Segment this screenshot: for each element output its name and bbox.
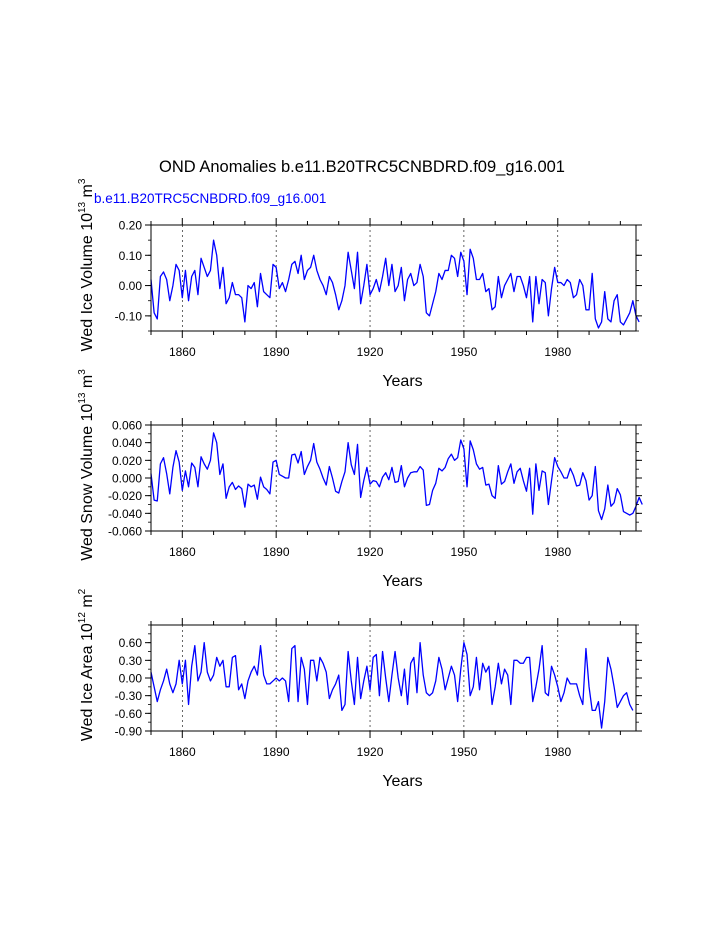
x-tick-label-1860: 1860 [169, 745, 196, 759]
x-axis-label: Years [382, 573, 422, 590]
y-tick-label: 0.20 [119, 219, 143, 233]
x-tick-label-1920: 1920 [357, 745, 384, 759]
y-label-exponent: 12 [77, 612, 88, 624]
y-tick-label: 0.020 [112, 454, 142, 468]
y-tick-label: -0.30 [115, 689, 143, 703]
x-tick-label-1950: 1950 [451, 745, 478, 759]
y-tick-label: 0.00 [119, 279, 143, 293]
y-tick-label: -0.60 [115, 707, 143, 721]
y-tick-label: -0.90 [115, 725, 143, 739]
y-label-unit-exponent: 2 [77, 588, 88, 594]
y-tick-label: 0.60 [119, 636, 143, 650]
y-axis-label: Wed Ice Area 1012 m2 [77, 588, 96, 741]
y-label-exponent: 13 [77, 392, 88, 404]
y-axis-label: Wed Snow Volume 1013 m3 [77, 369, 96, 561]
y-tick-label: -0.10 [115, 309, 143, 323]
plot-frame [150, 624, 637, 732]
y-tick-label: 0.000 [112, 472, 142, 486]
series-line-ice-volume [150, 239, 640, 329]
y-label-unit: m [79, 594, 96, 612]
y-label-base: Wed Ice Volume 10 [79, 213, 96, 352]
panel-ice-volume: 1860 1890 1920 1950 1980 0.20 0.10 0.00 -0.10 Yea… [77, 178, 642, 390]
y-label-unit-exponent: 3 [77, 178, 88, 184]
y-tick-label: -0.020 [108, 489, 142, 503]
y-tick-label: 0.040 [112, 436, 142, 450]
y-label-unit: m [79, 184, 96, 202]
y-tick-label: 0.060 [112, 419, 142, 433]
y-axis-label: Wed Ice Volume 1013 m3 [77, 178, 96, 351]
x-tick-label-1980: 1980 [544, 345, 571, 359]
x-tick-label-1860: 1860 [169, 545, 196, 559]
y-tick-label: -0.060 [108, 525, 142, 539]
x-tick-label-1950: 1950 [451, 545, 478, 559]
y-label-base: Wed Snow Volume 10 [79, 404, 96, 561]
y-tick-label: 0.10 [119, 249, 143, 263]
x-tick-label-1860: 1860 [169, 345, 196, 359]
panels: 1860 1890 1920 1950 1980 0.20 0.10 0.00 -0.10 Yea… [77, 178, 643, 790]
x-tick-label-1920: 1920 [357, 345, 384, 359]
y-tick-label: 0.30 [119, 654, 143, 668]
x-tick-label-1890: 1890 [263, 345, 290, 359]
x-tick-label-1890: 1890 [263, 545, 290, 559]
plot-frame [150, 224, 637, 332]
x-tick-label-1890: 1890 [263, 745, 290, 759]
panel-snow-volume: 1860 1890 1920 1950 1980 0.060 0.040 0.020 0.000… [77, 369, 643, 590]
x-tick-label-1980: 1980 [544, 545, 571, 559]
series-line-ice-area [150, 642, 634, 729]
y-tick-label: 0.00 [119, 672, 143, 686]
y-label-exponent: 13 [77, 201, 88, 213]
figure-title: OND Anomalies b.e11.B20TRC5CNBDRD.f09_g1… [159, 158, 565, 176]
x-tick-label-1920: 1920 [357, 545, 384, 559]
series-line-snow-volume [150, 432, 643, 521]
y-tick-label: -0.040 [108, 507, 142, 521]
y-label-unit: m [79, 375, 96, 393]
x-axis-label: Years [382, 773, 422, 790]
y-label-unit-exponent: 3 [77, 369, 88, 375]
panel-ice-area: 1860 1890 1920 1950 1980 0.60 0.30 0.00 -0.30 -0.… [77, 588, 642, 790]
x-tick-label-1980: 1980 [544, 745, 571, 759]
x-tick-label-1950: 1950 [451, 345, 478, 359]
y-label-base: Wed Ice Area 10 [79, 623, 96, 741]
x-axis-label: Years [382, 373, 422, 390]
case-label: b.e11.B20TRC5CNBDRD.f09_g16.001 [94, 191, 326, 206]
